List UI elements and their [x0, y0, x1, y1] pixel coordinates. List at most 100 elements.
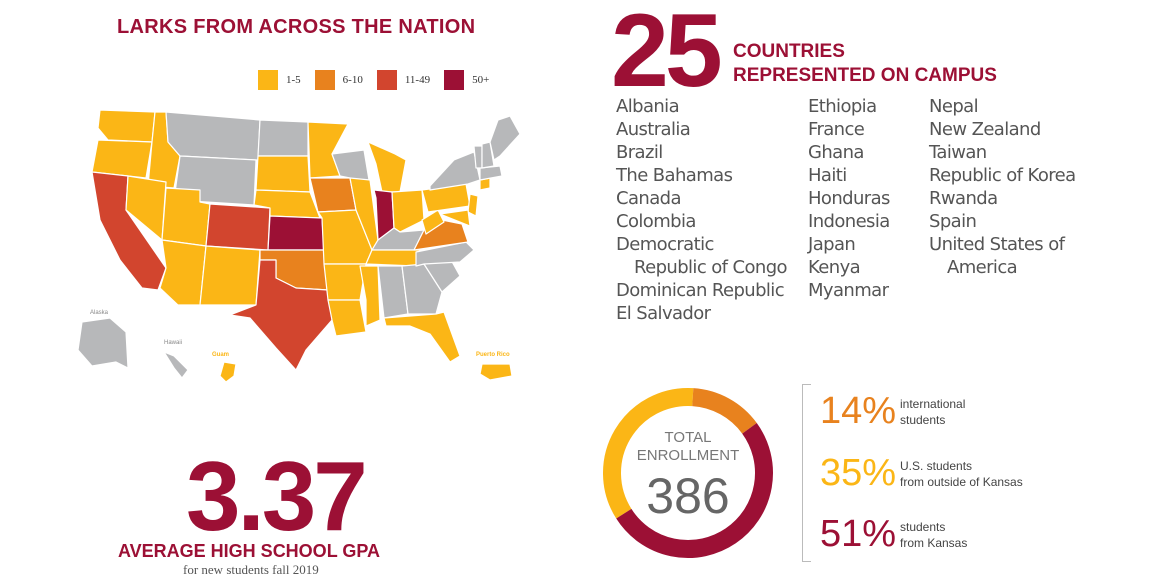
legend-item: 50+ [444, 70, 489, 90]
enrollment-total: 386 [646, 468, 730, 524]
gpa-value: 3.37 [186, 441, 368, 551]
gpa-label: AVERAGE HIGH SCHOOL GPA [118, 541, 381, 561]
country-name: Nepal [929, 96, 979, 117]
state-new-jersey [467, 193, 479, 217]
stat-line: international [900, 396, 966, 411]
country-name: America [947, 257, 1018, 278]
puerto-rico-label: Puerto Rico [476, 352, 510, 358]
country-name: Kenya [808, 257, 861, 278]
state-maryland [439, 209, 471, 227]
country-name: Myanmar [808, 280, 889, 301]
countries-title: COUNTRIES REPRESENTED ON CAMPUS [733, 40, 997, 88]
country-name: Brazil [616, 142, 663, 163]
state-michigan [367, 141, 407, 193]
legend-label: 11-49 [404, 74, 431, 86]
hawaii-label: Hawaii [164, 340, 182, 346]
state-iowa [309, 177, 357, 213]
stat-line: students [900, 412, 946, 427]
stat-percent: 51% [820, 513, 897, 555]
enrollment-label-line1: TOTAL [664, 429, 712, 446]
stat-line: students [900, 519, 946, 534]
state-florida [383, 311, 461, 363]
state-south-dakota [255, 155, 311, 193]
state-montana [165, 111, 261, 161]
state-kansas [267, 215, 325, 251]
country-name: Taiwan [929, 142, 987, 163]
countries-title-line2: REPRESENTED ON CAMPUS [733, 65, 997, 86]
state-new-mexico [199, 245, 261, 306]
country-name: Australia [616, 119, 691, 140]
country-name: New Zealand [929, 119, 1041, 140]
state-new-york [429, 151, 481, 191]
country-name: El Salvador [616, 303, 711, 324]
country-name: Indonesia [808, 211, 890, 232]
donut-segment [616, 423, 773, 558]
legend-label: 1-5 [286, 74, 301, 86]
state-north-dakota [257, 119, 309, 157]
state-west-virginia [421, 209, 445, 235]
country-name: Ethiopia [808, 96, 877, 117]
legend-item: 6-10 [314, 70, 363, 90]
country-name: Haiti [808, 165, 847, 186]
stat-kansas: 51% students from Kansas [820, 513, 1050, 556]
state-tennessee [365, 249, 421, 267]
stat-line: U.S. students [900, 458, 973, 473]
country-name: Spain [929, 211, 977, 232]
legend-swatch-1-5 [258, 70, 278, 90]
donut-segment [691, 388, 757, 434]
state-vermont [473, 145, 483, 169]
enrollment-donut [603, 388, 773, 558]
country-name: Republic of Congo [634, 257, 788, 278]
legend-swatch-50-plus [444, 70, 465, 90]
state-mississippi [359, 265, 381, 327]
stat-us-outside-kansas: 35% U.S. students from outside of Kansas [820, 452, 1050, 495]
state-colorado [205, 203, 271, 251]
country-name: Canada [616, 188, 682, 209]
enrollment-label: TOTAL ENROLLMENT [600, 429, 776, 465]
state-washington [97, 109, 156, 143]
country-name: Colombia [616, 211, 696, 232]
stat-description: students from Kansas [900, 519, 1050, 551]
countries-title-line1: COUNTRIES [733, 41, 845, 62]
state-virginia [413, 219, 469, 251]
stat-description: international students [900, 396, 1050, 428]
legend-label: 6-10 [342, 74, 363, 86]
state-arizona [159, 239, 207, 306]
stat-line: from outside of Kansas [900, 474, 1023, 489]
stat-international: 14% international students [820, 390, 1050, 433]
stat-percent: 35% [820, 452, 897, 494]
country-name: Dominican Republic [616, 280, 785, 301]
legend-item: 11-49 [376, 70, 431, 90]
state-arkansas [323, 263, 367, 301]
alaska-label: Alaska [90, 310, 109, 316]
country-name: Japan [808, 234, 856, 255]
legend-swatch-11-49 [376, 70, 397, 90]
state-ohio [391, 189, 425, 233]
country-name: The Bahamas [616, 165, 733, 186]
stat-description: U.S. students from outside of Kansas [900, 458, 1050, 490]
country-name: France [808, 119, 865, 140]
country-name: United States of [929, 234, 1065, 255]
country-name: Albania [616, 96, 680, 117]
stats-bracket [802, 384, 811, 562]
state-pennsylvania [421, 183, 471, 213]
countries-column-2: Ethiopia France Ghana Haiti Honduras Ind… [808, 95, 890, 302]
map-legend: 1-5 6-10 11-49 50+ [258, 70, 503, 90]
legend-label: 50+ [472, 74, 490, 86]
country-name: Democratic [616, 234, 714, 255]
gpa-subtitle: for new students fall 2019 [183, 562, 319, 577]
country-name: Ghana [808, 142, 864, 163]
map-title: LARKS FROM ACROSS THE NATION [117, 16, 476, 38]
territory-guam [219, 361, 237, 383]
countries-column-1: Albania Australia Brazil The Bahamas Can… [616, 95, 788, 325]
legend-item: 1-5 [258, 70, 301, 90]
guam-label: Guam [212, 352, 229, 358]
country-name: Rwanda [929, 188, 998, 209]
state-alaska [77, 317, 129, 369]
state-texas [229, 259, 333, 371]
state-louisiana [327, 299, 367, 337]
countries-count: 25 [611, 0, 723, 109]
stat-line: from Kansas [900, 535, 968, 550]
countries-column-3: Nepal New Zealand Taiwan Republic of Kor… [929, 95, 1076, 279]
legend-swatch-6-10 [314, 70, 335, 90]
